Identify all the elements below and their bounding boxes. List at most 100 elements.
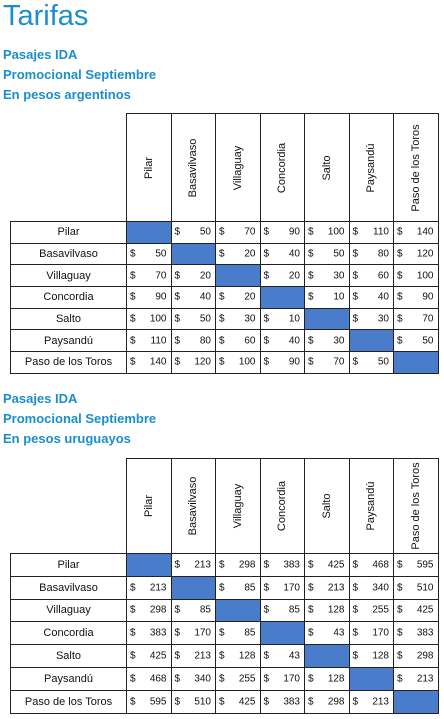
fare-cell: $110 bbox=[126, 329, 172, 353]
fare-cell: $20 bbox=[215, 242, 261, 266]
currency-symbol: $ bbox=[263, 356, 270, 368]
fare-cell: $90 bbox=[259, 351, 305, 374]
currency-symbol: $ bbox=[130, 650, 136, 662]
currency-symbol: $ bbox=[263, 313, 270, 325]
section-ars-line-2: Promocional Septiembre bbox=[3, 67, 157, 82]
currency-symbol: $ bbox=[397, 627, 403, 639]
currency-symbol: $ bbox=[263, 650, 270, 662]
currency-symbol: $ bbox=[352, 559, 359, 571]
column-header-label: Paysandú bbox=[365, 143, 378, 192]
column-header-label: Concordia bbox=[276, 142, 289, 193]
fare-value: 43 bbox=[288, 650, 300, 662]
column-header: Paso de los Toros bbox=[393, 113, 439, 222]
fare-cell: $85 bbox=[215, 621, 261, 646]
diagonal-cell bbox=[215, 598, 261, 623]
fare-cell: $340 bbox=[170, 666, 216, 691]
fare-cell: $43 bbox=[259, 644, 305, 668]
fare-cell: $425 bbox=[126, 644, 172, 668]
fare-cell: $213 bbox=[126, 575, 172, 600]
fare-cell: $10 bbox=[304, 286, 350, 309]
fare-value: 140 bbox=[416, 226, 434, 238]
fare-value: 80 bbox=[199, 335, 211, 347]
fare-value: 110 bbox=[150, 335, 167, 347]
fare-cell: $30 bbox=[348, 307, 394, 331]
fare-value: 298 bbox=[327, 696, 345, 708]
currency-symbol: $ bbox=[130, 604, 136, 616]
fare-value: 85 bbox=[244, 582, 256, 594]
table-row: Concordia $90 $40 $20 $10 $40 $90 bbox=[10, 286, 439, 309]
fare-value: 50 bbox=[199, 226, 211, 238]
currency-symbol: $ bbox=[174, 313, 181, 325]
fare-cell: $85 bbox=[259, 598, 305, 623]
section-ars-line-1: Pasajes IDA bbox=[3, 47, 78, 62]
currency-symbol: $ bbox=[130, 335, 136, 347]
currency-symbol: $ bbox=[174, 335, 181, 347]
fare-cell: $50 bbox=[170, 307, 216, 331]
table-row: Pilar $213 $298 $383 $425 $468 $595 bbox=[10, 553, 439, 577]
fare-value: 120 bbox=[416, 248, 434, 260]
fare-cell: $20 bbox=[170, 264, 216, 288]
currency-symbol: $ bbox=[397, 270, 403, 282]
diagonal-cell bbox=[259, 621, 305, 646]
diagonal-cell bbox=[393, 689, 439, 714]
currency-symbol: $ bbox=[397, 291, 403, 303]
diagonal-cell bbox=[215, 264, 261, 288]
fare-cell: $85 bbox=[215, 575, 261, 600]
table-row: Paysandú $110 $80 $60 $40 $30 $50 bbox=[10, 329, 439, 353]
currency-symbol: $ bbox=[219, 696, 225, 708]
currency-symbol: $ bbox=[308, 270, 314, 282]
currency-symbol: $ bbox=[130, 313, 136, 325]
table-row: Salto $100 $50 $30 $10 $30 $70 bbox=[10, 307, 439, 331]
currency-symbol: $ bbox=[308, 559, 314, 571]
fare-cell: $170 bbox=[259, 575, 305, 600]
currency-symbol: $ bbox=[219, 291, 225, 303]
fare-cell: $80 bbox=[170, 329, 216, 353]
page-title: Tarifas bbox=[3, 0, 89, 32]
fare-value: 383 bbox=[283, 696, 300, 708]
currency-symbol: $ bbox=[397, 673, 403, 685]
fare-value: 383 bbox=[149, 627, 167, 639]
fare-value: 170 bbox=[283, 673, 300, 685]
column-header: Paysandú bbox=[348, 113, 394, 222]
row-header: Paysandú bbox=[10, 666, 127, 691]
currency-symbol: $ bbox=[263, 559, 270, 571]
row-header: Salto bbox=[10, 644, 127, 668]
fare-cell: $10 bbox=[259, 307, 305, 331]
fare-value: 595 bbox=[416, 559, 434, 571]
diagonal-cell bbox=[304, 307, 350, 331]
fare-value: 50 bbox=[422, 335, 434, 347]
fare-cell: $128 bbox=[348, 644, 394, 668]
fare-cell: $468 bbox=[126, 666, 172, 691]
diagonal-cell bbox=[304, 644, 350, 668]
fare-cell: $510 bbox=[170, 689, 216, 714]
currency-symbol: $ bbox=[352, 696, 359, 708]
currency-symbol: $ bbox=[130, 696, 136, 708]
fare-cell: $90 bbox=[259, 221, 305, 244]
currency-symbol: $ bbox=[308, 673, 314, 685]
diagonal-cell bbox=[170, 575, 216, 600]
fare-value: 128 bbox=[238, 650, 256, 662]
fare-cell: $425 bbox=[215, 689, 261, 714]
currency-symbol: $ bbox=[308, 604, 314, 616]
fare-cell: $90 bbox=[393, 286, 439, 309]
fare-value: 255 bbox=[372, 604, 389, 616]
fare-value: 70 bbox=[244, 226, 256, 238]
fare-value: 298 bbox=[416, 650, 434, 662]
currency-symbol: $ bbox=[219, 335, 225, 347]
table-row: Basavilvaso $213 $85 $170 $213 $340 $510 bbox=[10, 575, 439, 600]
fare-value: 128 bbox=[372, 650, 389, 662]
diagonal-cell bbox=[348, 329, 394, 353]
fare-cell: $383 bbox=[393, 621, 439, 646]
fare-value: 213 bbox=[149, 582, 167, 594]
fare-value: 60 bbox=[377, 270, 389, 282]
fare-cell: $170 bbox=[259, 666, 305, 691]
fare-cell: $90 bbox=[126, 286, 172, 309]
currency-symbol: $ bbox=[130, 270, 136, 282]
fare-value: 298 bbox=[149, 604, 167, 616]
column-header-label: Paso de los Toros bbox=[409, 462, 422, 550]
fare-cell: $383 bbox=[259, 689, 305, 714]
fare-value: 425 bbox=[149, 650, 167, 662]
row-header: Salto bbox=[10, 307, 127, 331]
currency-symbol: $ bbox=[352, 270, 359, 282]
fare-cell: $30 bbox=[304, 329, 350, 353]
